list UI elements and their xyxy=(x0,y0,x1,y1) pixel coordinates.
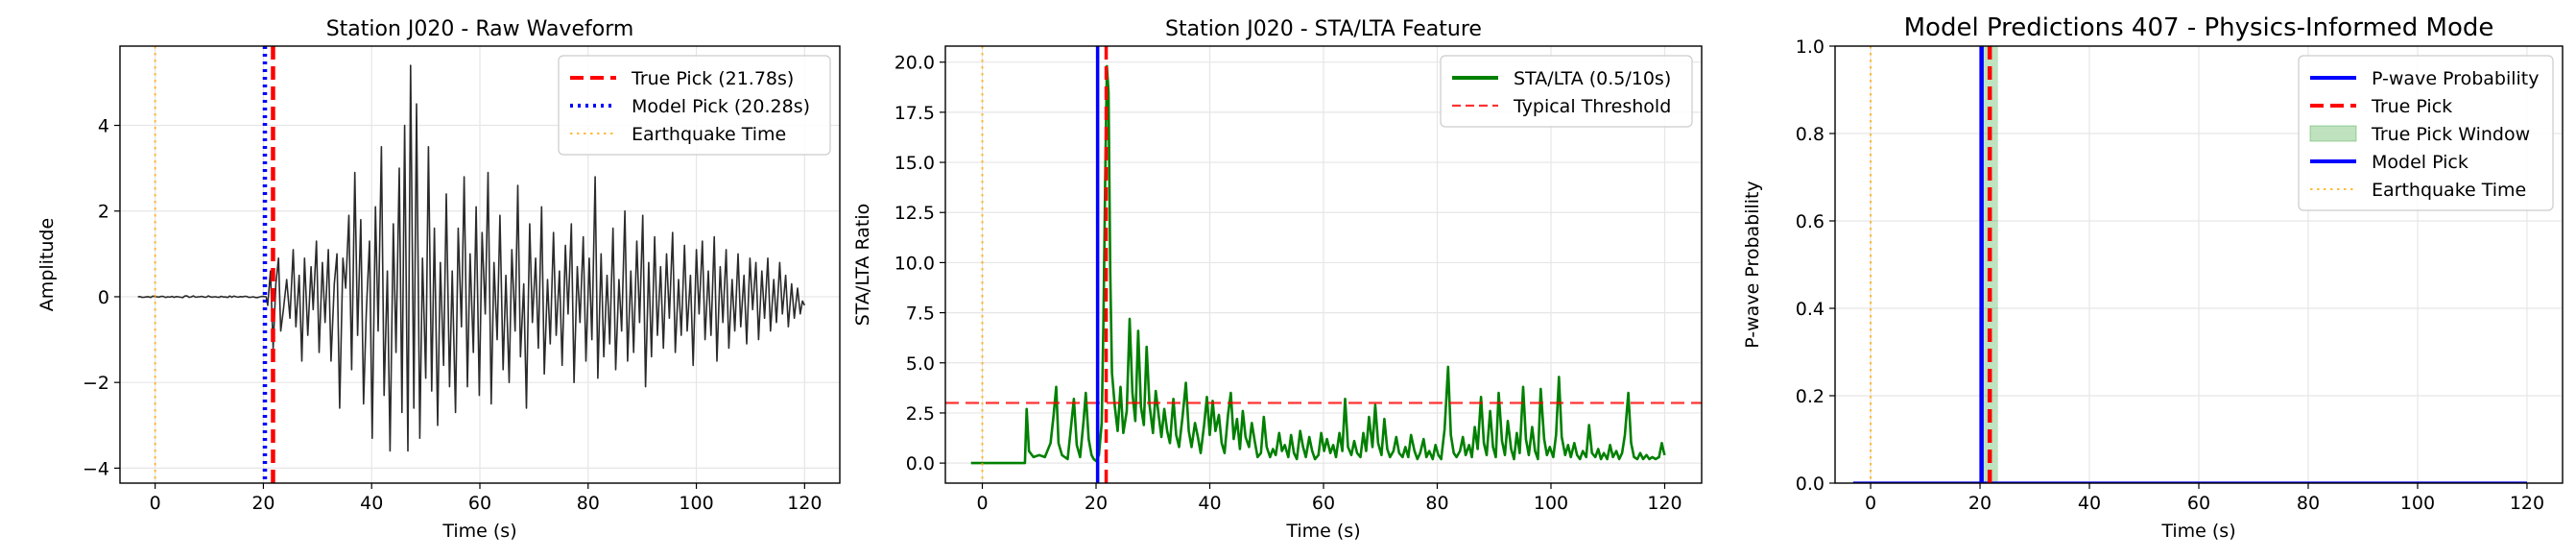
x-tick-label: 40 xyxy=(1198,493,1221,514)
legend-label: True Pick xyxy=(2371,96,2452,117)
y-tick-label: 2.5 xyxy=(906,403,935,425)
y-tick-label: −2 xyxy=(83,373,109,394)
x-tick-label: 0 xyxy=(1865,493,1876,514)
legend-label: Earthquake Time xyxy=(2372,180,2526,201)
y-tick-label: 1.0 xyxy=(1796,36,1825,58)
plot-area xyxy=(1852,46,2527,483)
true-pick-window xyxy=(1981,46,1998,483)
legend-label: Typical Threshold xyxy=(1513,96,1671,117)
legend-label: STA/LTA (0.5/10s) xyxy=(1514,68,1671,89)
y-tick-label: 0.2 xyxy=(1796,386,1825,407)
waveform-panel: 0 20 40 60 80 100 120 −4 −2 0 2 4 Station J020 - Raw… xyxy=(36,17,841,542)
x-tick-label: 0 xyxy=(976,493,988,514)
x-tick-label: 80 xyxy=(577,493,600,514)
x-tick-label: 40 xyxy=(2078,493,2101,514)
legend: P-wave Probability True Pick True Pick Win… xyxy=(2298,55,2554,211)
y-tick-label: −4 xyxy=(83,458,109,479)
x-tick-label: 100 xyxy=(679,493,713,514)
legend: STA/LTA (0.5/10s) Typical Threshold xyxy=(1440,55,1693,128)
plot-area xyxy=(137,46,806,483)
x-tick-label: 120 xyxy=(1647,493,1682,514)
y-tick-label: 10.0 xyxy=(894,253,935,274)
y-axis-label: Amplitude xyxy=(36,218,58,311)
legend-box xyxy=(1440,55,1693,128)
y-tick-label: 0.6 xyxy=(1796,211,1825,232)
x-tick-label: 60 xyxy=(468,493,491,514)
y-tick-label: 0.0 xyxy=(906,453,935,474)
x-axis-label: Time (s) xyxy=(441,521,516,542)
x-tick-label: 20 xyxy=(1968,493,1992,514)
legend-label: Model Pick xyxy=(2372,152,2469,173)
y-tick-label: 15.0 xyxy=(894,153,935,174)
legend-label: True Pick Window xyxy=(2371,124,2530,145)
y-tick-label: 12.5 xyxy=(894,203,935,224)
x-tick-label: 80 xyxy=(2297,493,2320,514)
x-tick-label: 60 xyxy=(1312,493,1335,514)
sta-lta-panel: 0 20 40 60 80 100 120 0.0 2.5 5.0 7.5 10.0 12.5 15.0 1… xyxy=(852,17,1703,542)
x-tick-label: 100 xyxy=(2400,493,2435,514)
chart-title: Model Predictions 407 - Physics-Informed… xyxy=(1904,13,2494,42)
x-axis-label: Time (s) xyxy=(1285,521,1360,542)
ticks: 0 20 40 60 80 100 120 0.0 2.5 5.0 7.5 10.0 12.5 15.0 1… xyxy=(894,53,1682,514)
chart-title: Station J020 - STA/LTA Feature xyxy=(1165,17,1482,41)
x-tick-label: 20 xyxy=(1085,493,1108,514)
legend-swatch xyxy=(2309,125,2357,142)
legend-box xyxy=(558,55,831,156)
x-tick-label: 100 xyxy=(1534,493,1568,514)
prediction-panel: 0 20 40 60 80 100 120 0.0 0.2 0.4 0.6 0.8 1.0 Model P… xyxy=(1742,13,2564,542)
waveform-line xyxy=(137,64,806,452)
legend-label: Earthquake Time xyxy=(632,124,786,145)
y-tick-label: 20.0 xyxy=(894,53,935,74)
y-tick-label: 4 xyxy=(98,116,109,137)
legend-label: Model Pick (20.28s) xyxy=(632,96,810,117)
y-tick-label: 2 xyxy=(98,202,109,223)
legend-label: True Pick (21.78s) xyxy=(631,68,794,89)
x-tick-label: 40 xyxy=(360,493,383,514)
x-tick-label: 60 xyxy=(2187,493,2210,514)
x-tick-label: 20 xyxy=(251,493,274,514)
x-tick-label: 0 xyxy=(150,493,161,514)
legend-label: P-wave Probability xyxy=(2372,68,2540,89)
sta-lta-0-5-10s-line xyxy=(970,64,1666,465)
chart-title: Station J020 - Raw Waveform xyxy=(326,17,634,41)
y-tick-label: 0.0 xyxy=(1796,474,1825,495)
legend: True Pick (21.78s) Model Pick (20.28s) Ear… xyxy=(558,55,831,156)
y-tick-label: 7.5 xyxy=(906,304,935,325)
y-tick-label: 0 xyxy=(98,287,109,308)
legend-box xyxy=(2298,55,2554,211)
y-tick-label: 5.0 xyxy=(906,353,935,375)
y-tick-label: 17.5 xyxy=(894,103,935,124)
y-axis-label: STA/LTA Ratio xyxy=(852,204,873,327)
x-tick-label: 80 xyxy=(1425,493,1448,514)
x-tick-label: 120 xyxy=(2510,493,2544,514)
ticks: 0 20 40 60 80 100 120 0.0 0.2 0.4 0.6 0.8 1.0 xyxy=(1796,36,2544,514)
y-tick-label: 0.4 xyxy=(1796,299,1825,320)
x-axis-label: Time (s) xyxy=(2160,521,2235,542)
ticks: 0 20 40 60 80 100 120 −4 −2 0 2 4 xyxy=(83,116,822,514)
y-tick-label: 0.8 xyxy=(1796,124,1825,145)
y-axis-label: P-wave Probability xyxy=(1742,181,1763,349)
x-tick-label: 120 xyxy=(787,493,822,514)
plot-area xyxy=(945,46,1702,483)
